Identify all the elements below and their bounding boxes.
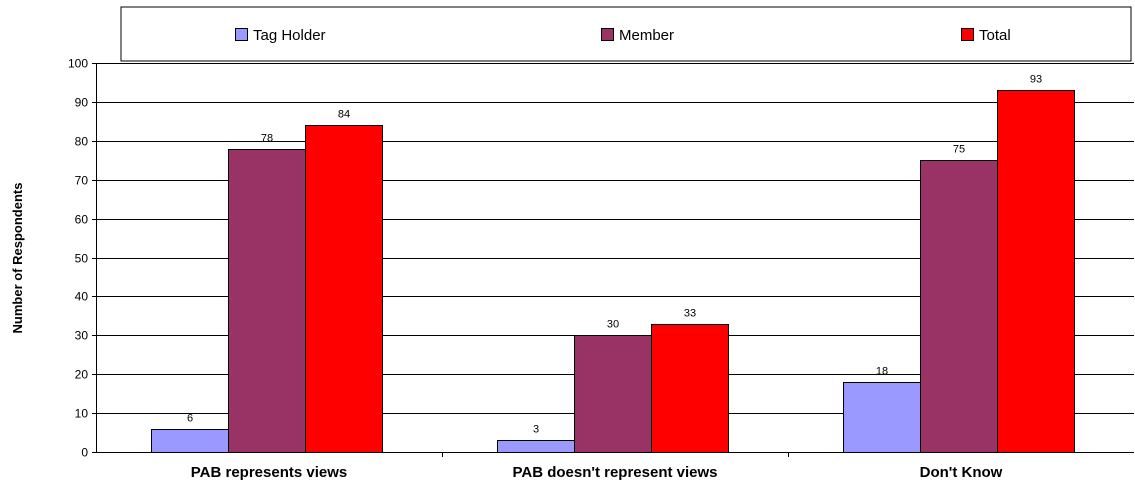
legend-swatch	[961, 28, 974, 41]
y-tick-label: 80	[75, 135, 89, 149]
category-label: PAB doesn't represent views	[512, 464, 717, 481]
category-label: Don't Know	[920, 464, 1003, 481]
bars: 6 78 84 3 30 33 18 75 93	[151, 74, 1075, 453]
y-tick-label: 50	[75, 252, 89, 266]
data-label: 78	[261, 133, 273, 145]
bar-member	[574, 335, 652, 453]
y-tick-label: 0	[81, 446, 88, 460]
data-label: 6	[187, 413, 193, 425]
y-tick-label: 10	[75, 407, 89, 421]
bar-total	[997, 90, 1075, 453]
y-tick-label: 100	[68, 57, 88, 71]
legend-swatch	[235, 28, 248, 41]
legend: Tag Holder Member Total	[235, 27, 1011, 44]
data-label: 84	[338, 109, 350, 121]
data-label: 18	[876, 366, 888, 378]
x-axis: PAB represents views PAB doesn't represen…	[96, 452, 1134, 481]
y-tick-label: 70	[75, 174, 89, 188]
bar-tag-holder	[497, 440, 575, 453]
y-tick-label: 40	[75, 290, 89, 304]
bar-total	[651, 324, 729, 453]
y-tick-label: 30	[75, 329, 89, 343]
category-label: PAB represents views	[191, 464, 347, 481]
legend-swatch	[601, 28, 614, 41]
legend-label: Member	[619, 27, 674, 44]
y-axis: 0 10 20 30 40 50 60 70 80 90 100	[68, 57, 97, 460]
bar-member	[920, 160, 998, 453]
y-axis-label: Number of Respondents	[10, 183, 25, 334]
bar-tag-holder	[151, 429, 229, 453]
data-label: 30	[607, 319, 619, 331]
data-label: 33	[684, 308, 696, 320]
legend-label: Tag Holder	[253, 27, 326, 44]
y-tick-label: 20	[75, 368, 89, 382]
bar-member	[228, 149, 306, 453]
y-tick-label: 60	[75, 213, 89, 227]
y-tick-label: 90	[75, 96, 89, 110]
data-label: 3	[533, 424, 539, 436]
bar-tag-holder	[843, 382, 921, 453]
data-label: 93	[1030, 74, 1042, 86]
data-label: 75	[953, 144, 965, 156]
legend-label: Total	[979, 27, 1011, 44]
bar-total	[305, 125, 383, 453]
